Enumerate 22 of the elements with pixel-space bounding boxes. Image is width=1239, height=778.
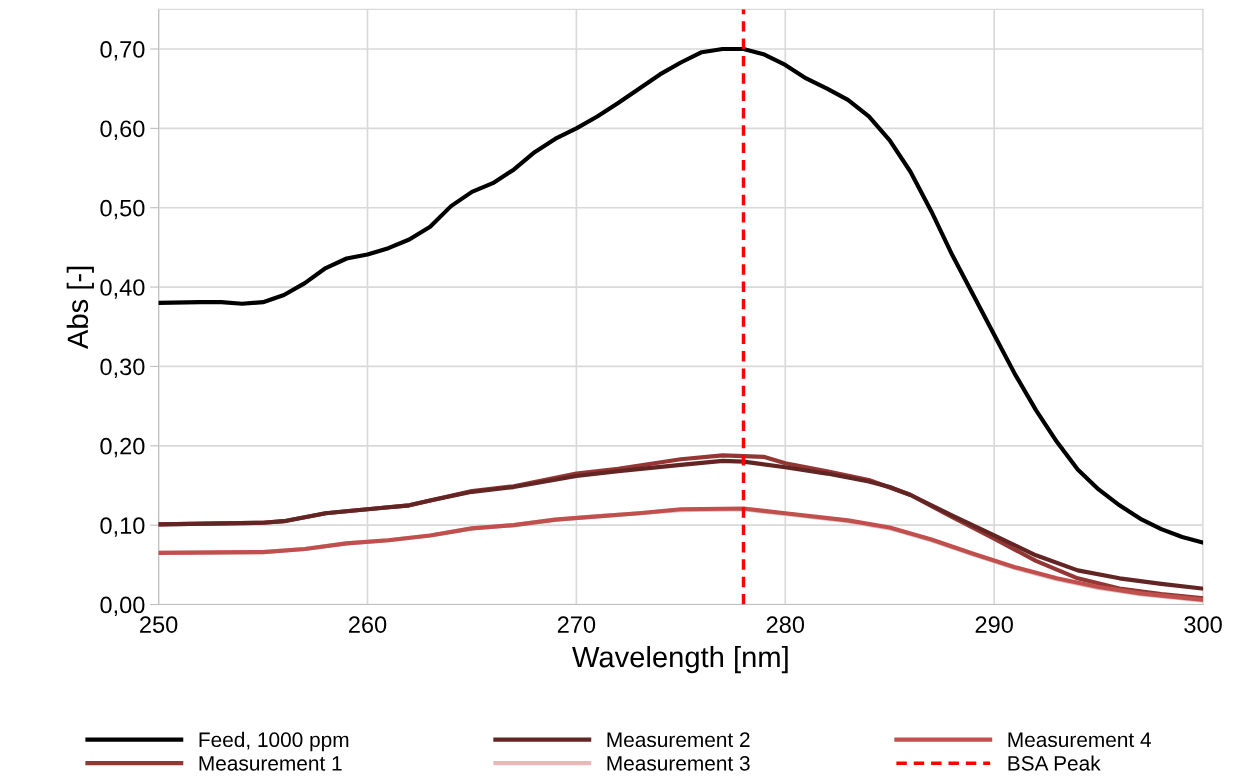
y-tick-label: 0,20	[100, 437, 145, 458]
y-tick-label: 0,50	[100, 199, 145, 220]
y-axis-title: Abs [-]	[66, 266, 94, 349]
legend-label: Measurement 3	[607, 755, 750, 771]
x-axis-title: Wavelength [nm]	[572, 645, 788, 674]
y-tick-label: 0,60	[100, 120, 145, 140]
legend-label: Feed, 1000 ppm	[199, 731, 349, 752]
x-tick-label: 260	[348, 616, 387, 633]
x-tick-label: 250	[140, 616, 178, 633]
y-tick-label: 0,30	[100, 358, 145, 379]
x-tick-label: 300	[1184, 616, 1222, 633]
y-tick-label: 0,70	[100, 41, 145, 61]
y-tick-label: 0,10	[100, 517, 145, 537]
x-tick-label: 270	[557, 616, 596, 633]
x-tick-label: 280	[766, 616, 805, 633]
y-tick-label: 0,00	[100, 596, 145, 617]
legend-label: Measurement 1	[199, 756, 342, 771]
x-tick-label: 290	[975, 616, 1013, 633]
legend-label: BSA Peak	[1008, 755, 1101, 771]
legend-label: Measurement 4	[1008, 732, 1151, 748]
y-tick-label: 0,40	[100, 279, 145, 299]
legend-label: Measurement 2	[607, 732, 750, 748]
